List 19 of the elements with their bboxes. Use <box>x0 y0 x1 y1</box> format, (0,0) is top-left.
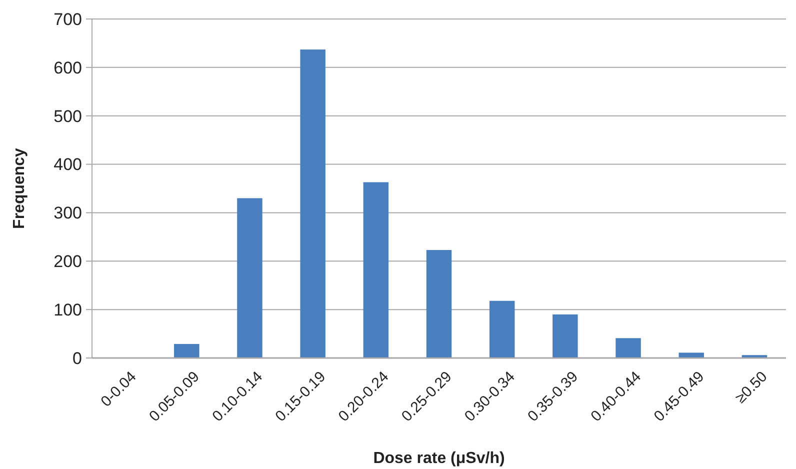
x-axis-title: Dose rate (μSv/h) <box>373 450 505 467</box>
bar <box>300 50 326 358</box>
y-tick-label: 100 <box>54 300 82 320</box>
y-tick-label: 200 <box>54 252 82 272</box>
y-tick-label: 400 <box>54 155 82 174</box>
bar <box>426 250 452 358</box>
bar <box>363 182 389 358</box>
y-tick-label: 300 <box>54 204 82 223</box>
bar <box>489 300 515 358</box>
y-tick-label: 500 <box>54 106 82 126</box>
bar <box>678 352 704 358</box>
bar <box>237 198 262 358</box>
y-tick-label: 0 <box>72 348 82 368</box>
y-tick-label: 600 <box>54 58 82 78</box>
bar <box>552 314 578 358</box>
y-tick-label: 700 <box>54 10 82 29</box>
bar <box>616 338 641 358</box>
bar <box>174 344 200 358</box>
y-axis-title: Frequency <box>11 148 28 229</box>
